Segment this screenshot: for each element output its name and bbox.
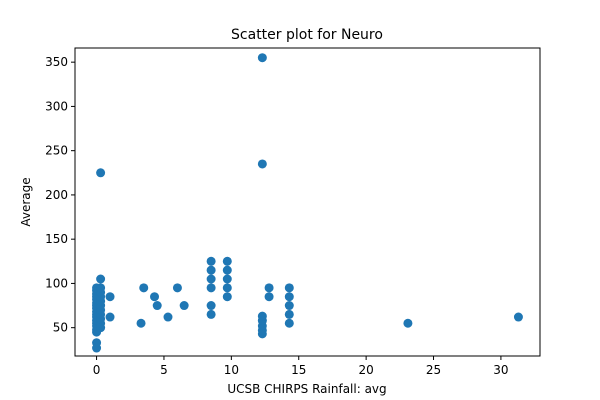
data-point [152, 301, 162, 311]
data-point [284, 309, 294, 319]
data-point [136, 318, 146, 328]
data-point [284, 318, 294, 328]
data-point [172, 283, 182, 293]
y-tick-label: 350 [45, 55, 68, 69]
data-point [222, 265, 232, 275]
data-point [96, 274, 106, 284]
y-tick-label: 200 [45, 188, 68, 202]
data-point [96, 283, 106, 293]
data-point [96, 168, 106, 178]
y-axis-label: Average [19, 177, 33, 226]
data-point [163, 312, 173, 322]
data-point [206, 309, 216, 319]
x-tick-label: 10 [224, 363, 239, 377]
x-axis-label: UCSB CHIRPS Rainfall: avg [227, 382, 386, 396]
data-point [222, 292, 232, 302]
data-point [264, 292, 274, 302]
points-layer [92, 53, 523, 353]
data-point [403, 318, 413, 328]
data-point [206, 256, 216, 266]
data-point [105, 312, 115, 322]
y-axis: 50 100 150 200 250 300 350 [45, 55, 75, 335]
x-tick-label: 25 [426, 363, 441, 377]
data-point [222, 283, 232, 293]
data-point [257, 311, 267, 321]
x-tick-label: 20 [358, 363, 373, 377]
y-tick-label: 100 [45, 276, 68, 290]
data-point [284, 283, 294, 293]
data-point [206, 301, 216, 311]
y-tick-label: 150 [45, 232, 68, 246]
x-tick-label: 5 [160, 363, 168, 377]
plot-frame [74, 47, 541, 357]
data-point [92, 338, 102, 348]
data-point [264, 283, 274, 293]
data-point [105, 292, 115, 302]
data-point [206, 265, 216, 275]
x-tick-label: 0 [93, 363, 101, 377]
data-point [222, 274, 232, 284]
data-point [150, 292, 160, 302]
y-tick-label: 300 [45, 99, 68, 113]
data-point [206, 283, 216, 293]
y-tick-label: 50 [53, 321, 68, 335]
data-point [257, 53, 267, 63]
x-tick-label: 15 [291, 363, 306, 377]
y-tick-label: 250 [45, 144, 68, 158]
data-point [257, 159, 267, 169]
data-point [284, 301, 294, 311]
chart-title: Scatter plot for Neuro [231, 27, 383, 43]
data-point [513, 312, 523, 322]
data-point [206, 274, 216, 284]
data-point [139, 283, 149, 293]
x-axis: 0 5 10 15 20 25 30 [93, 356, 509, 377]
x-tick-label: 30 [493, 363, 508, 377]
data-point [284, 292, 294, 302]
data-point [179, 301, 189, 311]
data-point [222, 256, 232, 266]
